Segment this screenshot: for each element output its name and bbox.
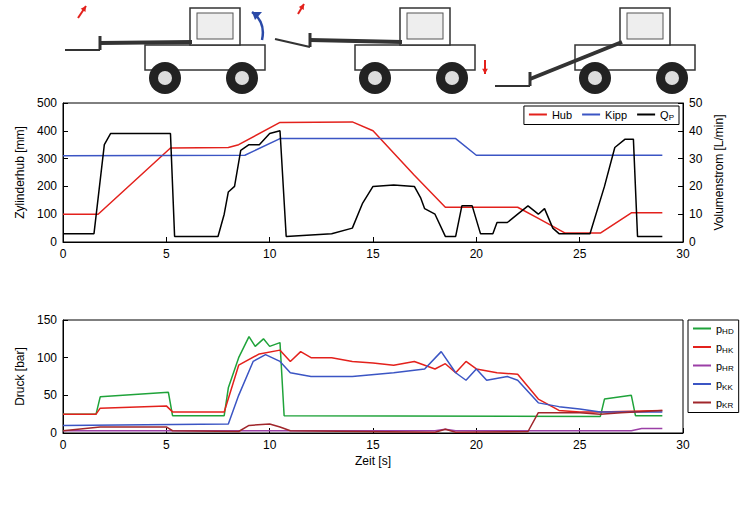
svg-text:100: 100: [37, 207, 57, 221]
svg-text:HR: HR: [722, 364, 734, 373]
svg-text:p: p: [716, 341, 723, 353]
svg-text:500: 500: [37, 96, 57, 110]
svg-text:100: 100: [37, 351, 57, 365]
svg-text:HK: HK: [722, 346, 734, 355]
svg-text:15: 15: [366, 247, 380, 261]
svg-text:25: 25: [573, 247, 587, 261]
svg-text:20: 20: [470, 247, 484, 261]
svg-text:5: 5: [163, 247, 170, 261]
svg-text:p: p: [716, 359, 723, 372]
svg-text:10: 10: [263, 247, 277, 261]
svg-text:Kipp: Kipp: [605, 109, 627, 121]
svg-text:KR: KR: [722, 401, 733, 410]
svg-text:20: 20: [470, 438, 484, 452]
svg-text:30: 30: [689, 152, 703, 166]
svg-text:400: 400: [37, 124, 57, 138]
svg-text:HD: HD: [722, 327, 734, 336]
svg-text:300: 300: [37, 152, 57, 166]
svg-text:p: p: [716, 396, 723, 409]
svg-text:150: 150: [37, 313, 57, 327]
svg-text:0: 0: [60, 438, 67, 452]
svg-text:Zylinderhub [mm]: Zylinderhub [mm]: [13, 126, 27, 219]
svg-text:0: 0: [50, 426, 57, 440]
svg-text:50: 50: [44, 388, 58, 402]
svg-text:0: 0: [50, 235, 57, 249]
svg-text:P: P: [669, 113, 674, 122]
svg-text:25: 25: [573, 438, 587, 452]
svg-text:KK: KK: [722, 383, 733, 392]
svg-text:200: 200: [37, 179, 57, 193]
svg-text:40: 40: [689, 124, 703, 138]
svg-text:10: 10: [263, 438, 277, 452]
svg-text:Hub: Hub: [552, 109, 572, 121]
svg-text:p: p: [716, 378, 723, 390]
svg-text:30: 30: [676, 247, 690, 261]
svg-text:50: 50: [689, 96, 703, 110]
svg-text:p: p: [716, 322, 723, 335]
svg-text:0: 0: [689, 235, 696, 249]
svg-text:0: 0: [60, 247, 67, 261]
svg-text:Druck [bar]: Druck [bar]: [13, 347, 27, 406]
svg-text:30: 30: [676, 438, 690, 452]
svg-text:5: 5: [163, 438, 170, 452]
svg-text:Zeit [s]: Zeit [s]: [355, 454, 391, 468]
svg-text:10: 10: [689, 207, 703, 221]
svg-text:15: 15: [366, 438, 380, 452]
svg-text:Volumenstrom [L/min]: Volumenstrom [L/min]: [712, 114, 726, 230]
svg-text:Q: Q: [660, 108, 669, 121]
svg-text:20: 20: [689, 179, 703, 193]
